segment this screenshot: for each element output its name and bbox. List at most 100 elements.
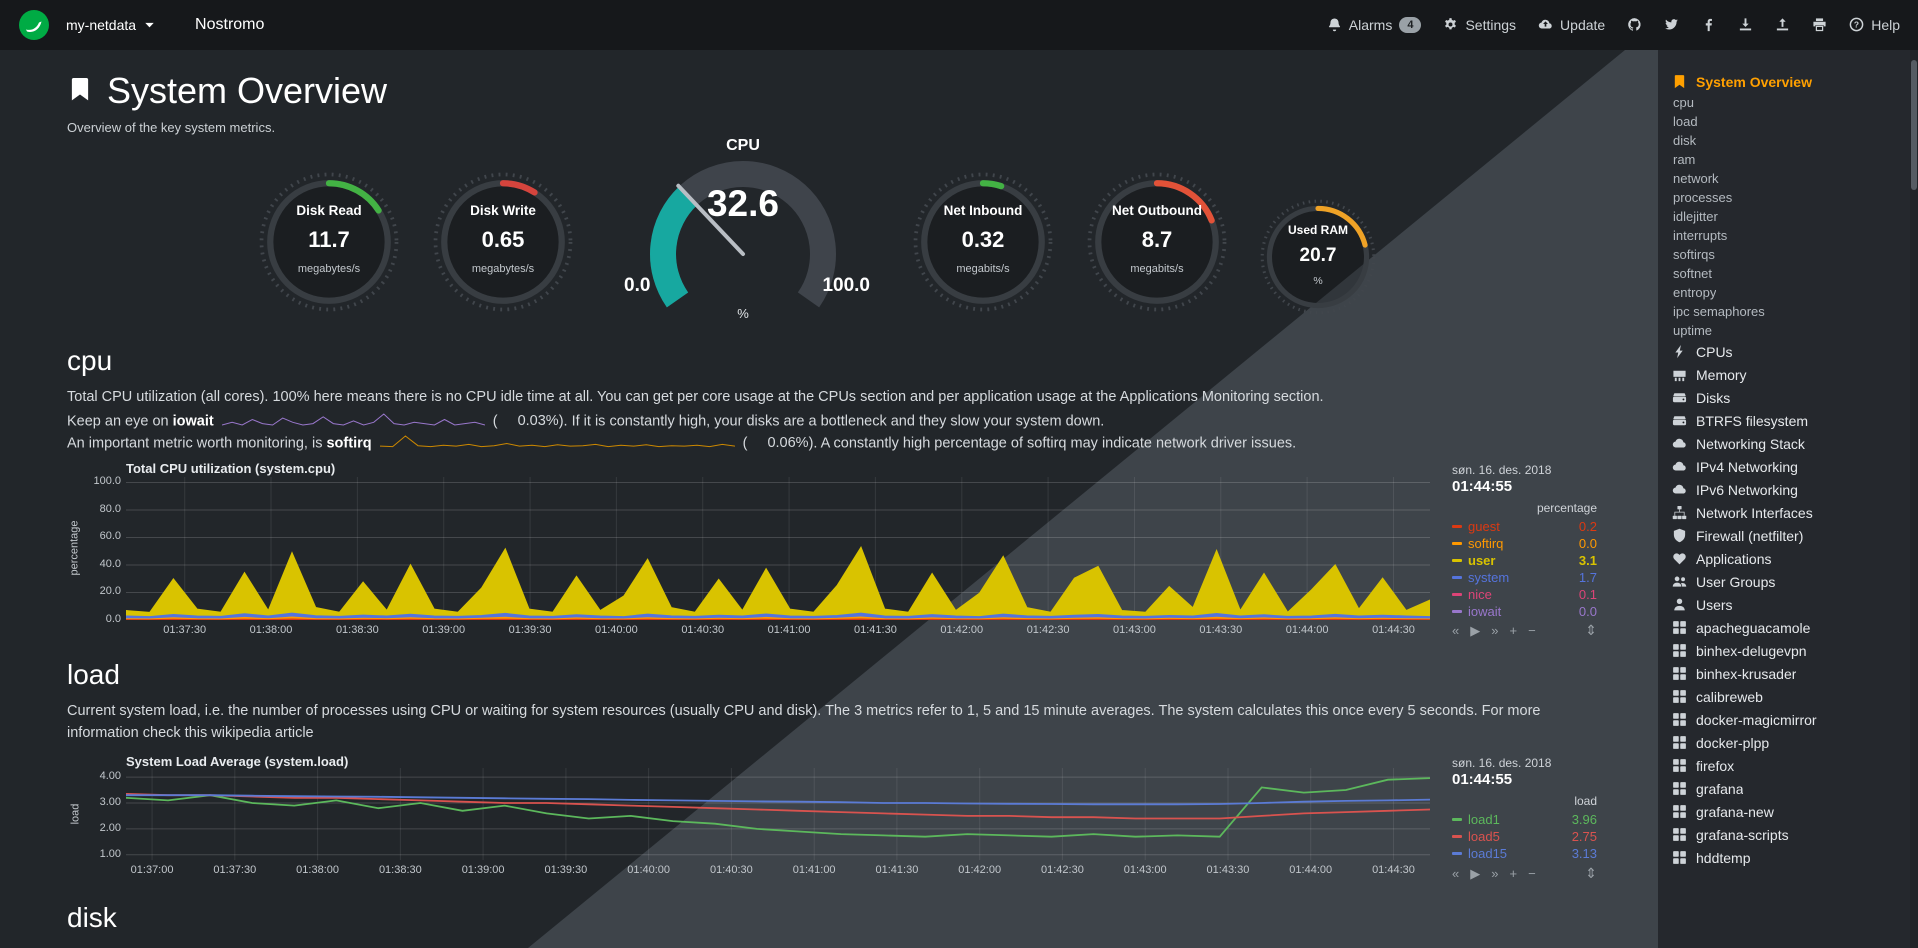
print-button[interactable] <box>1812 17 1827 33</box>
sidebar-item-docker-magicmirror[interactable]: docker-magicmirror <box>1672 708 1902 731</box>
legend-dimension-load5[interactable]: load5 2.75 <box>1452 828 1597 845</box>
y-tick-label: 20.0 <box>99 585 121 598</box>
legend-dimension-guest[interactable]: guest 0.2 <box>1452 518 1597 535</box>
settings-button[interactable]: Settings <box>1443 17 1516 33</box>
zoom-out-button[interactable]: − <box>1528 622 1536 638</box>
sidebar-item-system-overview[interactable]: System Overview <box>1672 70 1902 93</box>
sidebar-item-disks[interactable]: Disks <box>1672 386 1902 409</box>
sidebar-item-applications[interactable]: Applications <box>1672 547 1902 570</box>
gauge-net-outbound[interactable]: Net Outbound 8.7 megabits/s <box>1082 167 1232 317</box>
pan-backward-button[interactable]: « <box>1452 866 1460 882</box>
gauge-net-inbound[interactable]: Net Inbound 0.32 megabits/s <box>908 167 1058 317</box>
sidebar-item-cpus[interactable]: CPUs <box>1672 340 1902 363</box>
sidebar-item-hddtemp[interactable]: hddtemp <box>1672 846 1902 869</box>
sidebar-item-idlejitter[interactable]: idlejitter <box>1673 209 1718 224</box>
sidebar-item-entropy[interactable]: entropy <box>1673 285 1717 300</box>
sidebar-item-disk[interactable]: disk <box>1673 133 1697 148</box>
zoom-in-button[interactable]: + <box>1509 622 1518 638</box>
update-button[interactable]: Update <box>1538 17 1605 33</box>
load-chart-plot[interactable] <box>126 768 1430 861</box>
cpu-chart-title: Total CPU utilization (system.cpu) <box>126 460 336 476</box>
legend-dimension-load1[interactable]: load1 3.96 <box>1452 811 1597 828</box>
gauge-cpu[interactable]: CPU 32.6 0.0 100.0% <box>608 137 878 327</box>
sidebar-item-apacheguacamole[interactable]: apacheguacamole <box>1672 616 1902 639</box>
sidebar-item-ipv4-networking[interactable]: IPv4 Networking <box>1672 455 1902 478</box>
cpu-chart: Total CPU utilization (system.cpu) perce… <box>67 461 1597 641</box>
legend-dimension-user[interactable]: user 3.1 <box>1452 552 1597 569</box>
legend-dimension-load15[interactable]: load15 3.13 <box>1452 845 1597 862</box>
sidebar-item-interrupts[interactable]: interrupts <box>1673 228 1728 243</box>
pan-forward-button[interactable]: » <box>1491 622 1499 638</box>
facebook-link[interactable] <box>1701 17 1716 33</box>
legend-dimension-iowait[interactable]: iowait 0.0 <box>1452 603 1597 620</box>
play-button[interactable]: ▶ <box>1470 622 1481 638</box>
cloud-icon <box>1672 461 1686 471</box>
gauge-used-ram[interactable]: Used RAM 20.7% <box>1256 195 1380 319</box>
gauge-disk-write[interactable]: Disk Write 0.65 megabytes/s <box>428 167 578 317</box>
legend-dimension-system[interactable]: system 1.7 <box>1452 569 1597 586</box>
gauge-value: 20.7 <box>1299 245 1337 266</box>
netdata-logo[interactable] <box>18 9 50 41</box>
load-chart-title: System Load Average (system.load) <box>126 754 349 770</box>
sidebar-item-ipc-semaphores[interactable]: ipc semaphores <box>1673 304 1765 319</box>
sidebar-item-softirqs[interactable]: softirqs <box>1673 247 1715 262</box>
sidebar-item-firewall-netfilter[interactable]: Firewall (netfilter) <box>1672 524 1902 547</box>
facebook-icon <box>1705 18 1713 32</box>
legend-date: søn. 16. des. 2018 <box>1452 756 1552 771</box>
legend-dash <box>1452 818 1462 822</box>
sidebar-item-grafana[interactable]: grafana <box>1672 777 1902 800</box>
sidebar-item-uptime[interactable]: uptime <box>1673 323 1713 338</box>
load-chart-canvas[interactable] <box>126 768 1430 861</box>
pan-forward-button[interactable]: » <box>1491 866 1499 882</box>
legend-dimension-softirq[interactable]: softirq 0.0 <box>1452 535 1597 552</box>
cpu-chart-resize-handle[interactable]: ⇕ <box>1585 621 1597 638</box>
pan-backward-button[interactable]: « <box>1452 622 1460 638</box>
cpu-chart-canvas[interactable] <box>126 476 1430 620</box>
sidebar-item-binhex-krusader[interactable]: binhex-krusader <box>1672 662 1902 685</box>
sidebar-item-docker-plpp[interactable]: docker-plpp <box>1672 731 1902 754</box>
alarms-button[interactable]: Alarms 4 <box>1327 17 1422 33</box>
twitter-link[interactable] <box>1664 17 1679 33</box>
sidebar-item-firefox[interactable]: firefox <box>1672 754 1902 777</box>
gauge-disk-read[interactable]: Disk Read 11.7 megabytes/s <box>254 167 404 317</box>
sidebar-item-calibreweb[interactable]: calibreweb <box>1672 685 1902 708</box>
grid-icon <box>1673 736 1686 749</box>
scrollbar-thumb[interactable] <box>1911 60 1917 190</box>
help-button[interactable]: ? Help <box>1849 17 1900 33</box>
sidebar-item-binhex-delugevpn[interactable]: binhex-delugevpn <box>1672 639 1902 662</box>
sidebar-item-ipv6-networking[interactable]: IPv6 Networking <box>1672 478 1902 501</box>
page-scrollbar[interactable] <box>1910 50 1918 948</box>
sidebar-item-ram[interactable]: ram <box>1673 152 1696 167</box>
grid-icon <box>1673 667 1686 680</box>
zoom-out-button[interactable]: − <box>1528 866 1536 882</box>
sidebar-item-network-interfaces[interactable]: Network Interfaces <box>1672 501 1902 524</box>
legend-dimension-nice[interactable]: nice 0.1 <box>1452 586 1597 603</box>
sidebar-item-btrfs-filesystem[interactable]: BTRFS filesystem <box>1672 409 1902 432</box>
sidebar-item-memory[interactable]: Memory <box>1672 363 1902 386</box>
import-snapshot-button[interactable] <box>1775 17 1790 33</box>
sidebar-item-grafana-scripts[interactable]: grafana-scripts <box>1672 823 1902 846</box>
sidebar-item-users[interactable]: Users <box>1672 593 1902 616</box>
sidebar-item-processes[interactable]: processes <box>1673 190 1733 205</box>
sidebar-item-user-groups[interactable]: User Groups <box>1672 570 1902 593</box>
softirq-value: 0.06% <box>767 435 809 452</box>
load-chart-resize-handle[interactable]: ⇕ <box>1585 865 1597 882</box>
sidebar-item-load[interactable]: load <box>1673 114 1698 129</box>
zoom-in-button[interactable]: + <box>1509 866 1518 882</box>
sidebar-item-softnet[interactable]: softnet <box>1673 266 1713 281</box>
sidebar-item-cpu[interactable]: cpu <box>1673 95 1694 110</box>
sidebar-item-network[interactable]: network <box>1673 171 1719 186</box>
gauge-title: CPU <box>726 137 760 154</box>
play-button[interactable]: ▶ <box>1470 866 1481 882</box>
export-snapshot-button[interactable] <box>1738 17 1753 33</box>
x-tick-label: 01:41:30 <box>854 623 897 636</box>
cpu-chart-plot[interactable] <box>126 476 1430 620</box>
sidebar-item-grafana-new[interactable]: grafana-new <box>1672 800 1902 823</box>
github-link[interactable] <box>1627 17 1642 33</box>
hostname-dropdown[interactable]: my-netdata <box>66 17 157 33</box>
gauge-units: % <box>1313 275 1323 287</box>
cpu-chart-yaxis-label: percentage <box>69 520 82 576</box>
x-tick-label: 01:43:00 <box>1123 864 1167 877</box>
load-description: Current system load, i.e. the number of … <box>67 702 1541 741</box>
sidebar-item-networking-stack[interactable]: Networking Stack <box>1672 432 1902 455</box>
